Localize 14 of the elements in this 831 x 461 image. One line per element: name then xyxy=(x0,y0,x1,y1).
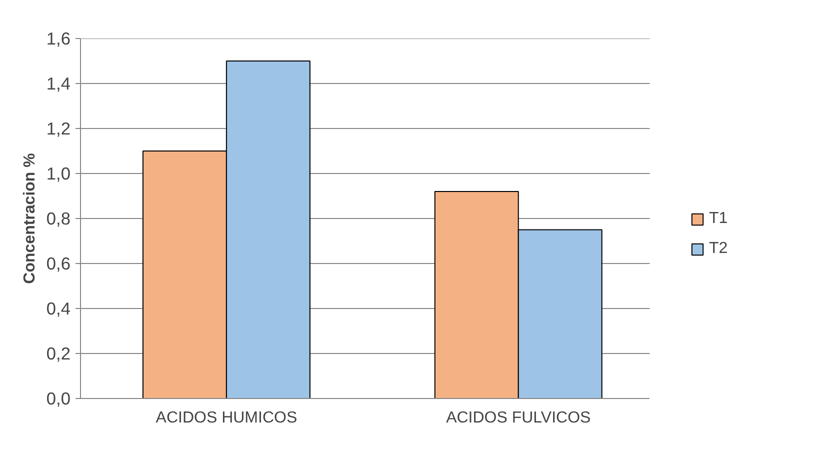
y-tick-label: 0,6 xyxy=(46,254,71,274)
y-tick-label: 0,2 xyxy=(46,344,71,364)
y-tick-label: 1,2 xyxy=(46,118,71,138)
legend-label: T1 xyxy=(709,210,729,228)
legend-label: T2 xyxy=(709,240,729,258)
y-tick-label: 1,4 xyxy=(46,74,71,94)
y-tick-label: 0,0 xyxy=(46,388,71,408)
y-tick-label: 0,4 xyxy=(46,298,71,318)
y-tick-label: 1,6 xyxy=(46,28,71,48)
y-tick-label: 0,8 xyxy=(46,208,71,228)
x-tick-label: ACIDOS HUMICOS xyxy=(156,410,298,426)
y-tick-label: 1,0 xyxy=(46,164,71,184)
y-axis-title: Concentracion % xyxy=(21,153,38,284)
x-tick-label: ACIDOS FULVICOS xyxy=(446,410,591,426)
